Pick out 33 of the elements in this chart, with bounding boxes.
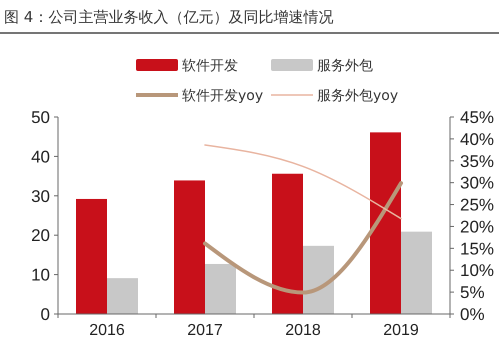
x-tick-label: 2017 (187, 322, 223, 338)
bar (401, 232, 432, 314)
y-tick-label: 40 (31, 147, 50, 166)
x-tick-label: 2019 (383, 322, 419, 338)
bar (76, 198, 107, 314)
y2-tick-label: 15% (460, 239, 494, 258)
bar (174, 180, 205, 314)
y2-tick-label: 40% (460, 130, 494, 149)
y-tick-label: 20 (31, 226, 50, 246)
y2-tick-label: 30% (460, 174, 494, 193)
y2-tick-label: 20% (460, 217, 494, 236)
bar (205, 264, 236, 314)
y2-tick-label: 25% (460, 196, 494, 215)
y2-tick-label: 45% (460, 108, 494, 127)
x-tick-label: 2018 (285, 322, 321, 338)
legend-label: 服务外包 (317, 58, 373, 74)
y-tick-label: 30 (31, 186, 50, 206)
chart-title: 图 4：公司主营业务收入（亿元）及同比增速情况 (4, 8, 334, 26)
bar (272, 174, 303, 314)
y2-tick-label: 35% (460, 152, 494, 171)
y-tick-label: 50 (31, 108, 50, 127)
legend-label: 服务外包yoy (317, 88, 398, 104)
bar (370, 132, 401, 314)
y-tick-label: 10 (31, 266, 50, 285)
y2-tick-label: 10% (460, 261, 494, 280)
y2-tick-label: 5% (460, 283, 485, 302)
legend-label: 软件开发 (182, 58, 238, 74)
y2-tick-label: 0% (460, 305, 485, 324)
y-tick-label: 0 (40, 305, 50, 324)
bar (107, 278, 138, 314)
legend-label: 软件开发yoy (182, 88, 264, 104)
bar (303, 246, 334, 314)
x-tick-label: 2016 (89, 322, 125, 338)
